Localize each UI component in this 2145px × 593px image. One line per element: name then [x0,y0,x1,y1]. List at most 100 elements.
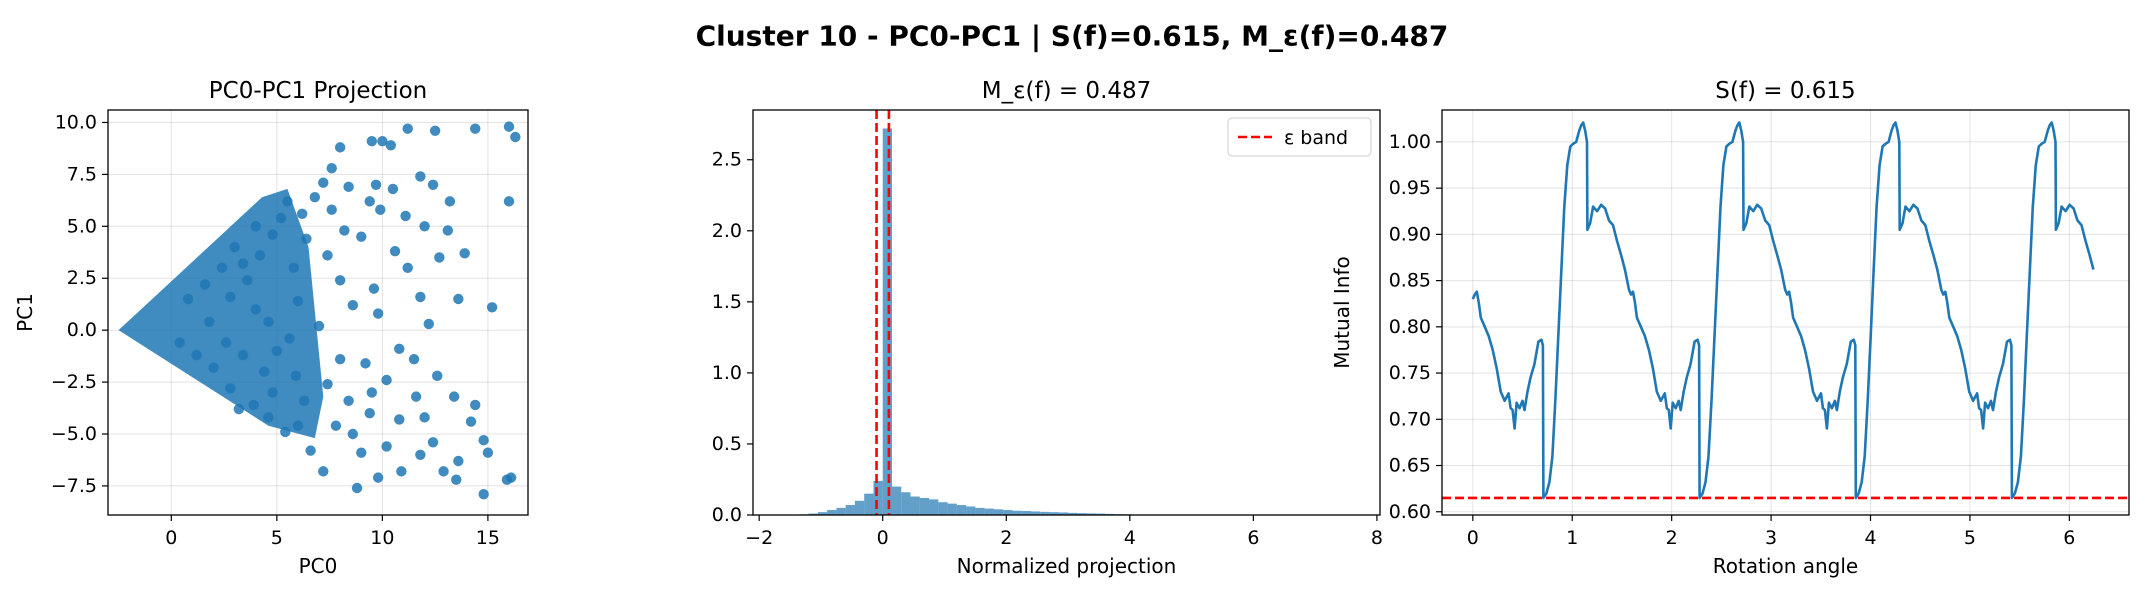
histogram-bars [799,128,1152,515]
scatter-point [501,474,513,485]
histogram-bar [1012,510,1022,515]
histogram-bar [1049,512,1059,515]
scatter-point [396,466,407,477]
scatter-point [242,275,253,286]
scatter-point [322,378,333,390]
scatter-point [237,258,249,269]
y-tick-label: 0.0 [67,319,97,341]
scatter-point [299,395,310,406]
scatter-point [503,196,515,207]
y-tick-label: 2.0 [712,220,742,242]
scatter-point [366,387,378,398]
scatter-point [183,293,194,305]
scatter-point [233,403,245,415]
scatter-point [427,437,439,448]
scatter-point [220,337,232,348]
y-tick-label: 0.95 [1389,177,1431,199]
scatter-point [408,354,420,365]
scatter-point [385,140,397,151]
histogram-bar [817,512,828,515]
scatter-point [381,441,392,452]
histogram-bar [1021,511,1031,515]
scatter-point [339,225,350,236]
scatter-point [301,233,312,244]
y-tick-label: 0.70 [1389,408,1431,430]
legend-frame [1227,117,1372,157]
scatter-point [204,316,215,328]
scatter-point [326,204,337,215]
histogram-bar [827,510,837,515]
histogram-bar [929,499,939,515]
histogram-panel: −2 0 2 4 6 8 0.0 0.5 1.0 1.5 2.0 2.5 M_ε(f) = 0.487 N… [712,78,1383,578]
scatter-point [387,183,399,195]
histogram-bar [864,493,874,515]
x-axis-label: Normalized projection [957,554,1177,578]
figure-suptitle: Cluster 10 - PC0-PC1 | S(f)=0.615, M_ε(f… [696,20,1449,53]
histogram-bar [1058,512,1069,515]
y-tick-label: 0.5 [712,433,742,455]
y-tick-label: −7.5 [51,475,97,497]
scatter-point [174,337,185,348]
scatter-point [415,449,426,460]
histogram-bar [919,497,930,515]
histogram-bar [1086,513,1096,515]
histogram-bar [873,480,883,515]
scatter-point [271,345,283,357]
y-axis-label: Mutual Info [1330,256,1354,368]
legend-label: ε band [1284,127,1348,149]
axes-title: S(f) = 0.615 [1715,78,1855,104]
scatter-point [368,283,380,294]
scatter-point [432,370,443,382]
histogram-bar [1068,512,1078,515]
x-tick-label: 5 [1964,527,1976,549]
scatter-point [448,391,460,402]
scatter-point [254,250,266,261]
scatter-point [459,248,470,259]
panels: 0 5 10 15−7.5−5.0−2.50.02.55.07.510.0PC0-PC… [13,78,2130,578]
scatter-point [250,221,261,232]
y-tick-label: 0.80 [1389,316,1431,338]
scatter-point [453,293,464,305]
scatter-point [375,204,386,215]
scatter-point [282,196,293,207]
histogram-bar [1003,510,1013,515]
histogram-bar [947,503,957,515]
y-tick-label: 5.0 [67,215,97,237]
scatter-point [482,447,494,458]
y-tick-label: 7.5 [67,163,97,185]
scatter-point [510,131,521,143]
scatter-point [356,231,367,242]
scatter-point [263,316,274,328]
x-tick-label: 0 [877,527,889,549]
histogram-bar [854,500,865,515]
line-plot [1442,121,2129,500]
x-tick-label: 6 [1247,527,1259,549]
scatter-point [389,246,401,257]
scatter-point [292,295,304,307]
y-tick-label: −5.0 [51,423,97,445]
scatter-point [258,366,270,377]
scatter-point [394,414,405,425]
x-tick-label: 0 [165,527,177,549]
scatter-point [309,192,321,203]
scatter-point [351,482,363,494]
scatter-point [237,349,249,361]
scatter-point [442,225,453,236]
histogram-bar [984,508,994,515]
scatter-point [377,135,388,147]
scatter-point [427,179,439,190]
scatter-point [415,171,426,182]
legend: ε band [1227,117,1372,157]
scatter-point [444,196,456,207]
scatter-point [451,474,462,485]
y-tick-label: 1.00 [1389,131,1431,153]
scatter-point [370,179,382,190]
histogram-bar [808,513,818,515]
scatter-point [313,320,325,332]
histogram-bar [975,507,985,515]
y-tick-label: 2.5 [67,267,97,289]
y-tick-label: −2.5 [51,371,97,393]
histogram-bar [1030,511,1041,515]
scatter-point [470,399,481,411]
